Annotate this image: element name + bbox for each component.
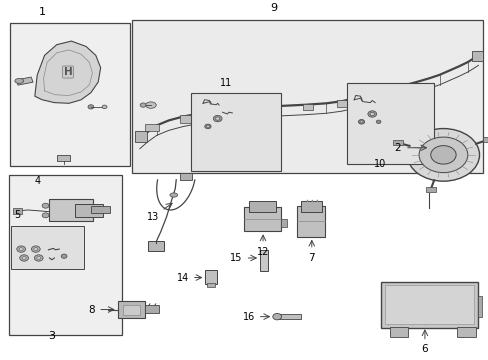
Ellipse shape	[375, 120, 380, 123]
Text: 15: 15	[230, 253, 242, 263]
Text: 12: 12	[256, 247, 269, 257]
Ellipse shape	[17, 246, 25, 252]
Bar	[425, 187, 435, 192]
Bar	[9, 175, 122, 335]
Text: 6: 6	[421, 345, 427, 354]
Ellipse shape	[34, 248, 38, 251]
Ellipse shape	[430, 146, 455, 164]
Ellipse shape	[19, 248, 23, 251]
Bar	[482, 138, 488, 142]
Ellipse shape	[140, 103, 146, 107]
Text: 16: 16	[242, 312, 254, 321]
Bar	[145, 305, 158, 313]
Bar	[277, 314, 300, 319]
Ellipse shape	[369, 112, 374, 116]
Bar	[471, 51, 482, 60]
Bar	[297, 206, 325, 237]
Ellipse shape	[213, 116, 222, 122]
Text: 8: 8	[88, 305, 95, 315]
Polygon shape	[35, 41, 101, 103]
Text: 2: 2	[394, 143, 400, 153]
Bar	[384, 285, 473, 324]
Bar	[180, 174, 192, 180]
Bar	[57, 154, 70, 161]
Bar	[281, 219, 286, 227]
Bar	[148, 241, 163, 251]
Ellipse shape	[367, 111, 376, 117]
Bar	[75, 203, 103, 217]
Ellipse shape	[88, 105, 94, 109]
Ellipse shape	[102, 105, 107, 109]
Bar	[122, 305, 140, 315]
Text: 10: 10	[373, 159, 386, 170]
Bar	[244, 207, 281, 231]
Text: 4: 4	[34, 176, 40, 186]
Bar	[190, 93, 281, 171]
Ellipse shape	[20, 255, 28, 261]
Bar	[135, 131, 147, 142]
Bar	[145, 123, 158, 131]
Ellipse shape	[358, 120, 364, 124]
Bar	[258, 106, 269, 113]
Bar	[301, 201, 321, 212]
Bar	[456, 327, 475, 337]
Bar	[260, 250, 267, 271]
Bar	[49, 199, 93, 221]
Bar	[380, 282, 477, 328]
Bar	[346, 83, 433, 165]
Bar	[477, 296, 482, 318]
Bar	[302, 104, 313, 110]
Ellipse shape	[407, 129, 479, 181]
Bar	[91, 206, 110, 213]
Bar	[207, 283, 215, 287]
Text: 3: 3	[48, 331, 55, 341]
Text: 11: 11	[220, 78, 232, 89]
Bar	[392, 140, 402, 145]
Bar	[214, 109, 226, 116]
Ellipse shape	[61, 254, 67, 258]
Ellipse shape	[169, 193, 177, 197]
Bar	[13, 208, 22, 214]
Bar	[118, 301, 145, 318]
Ellipse shape	[204, 124, 211, 129]
Text: 13: 13	[146, 212, 159, 222]
Ellipse shape	[22, 257, 26, 260]
Bar	[205, 270, 217, 284]
Ellipse shape	[34, 255, 43, 261]
Text: 14: 14	[176, 273, 188, 283]
Ellipse shape	[206, 125, 209, 127]
Bar	[16, 77, 33, 85]
Ellipse shape	[31, 246, 40, 252]
Ellipse shape	[359, 121, 362, 123]
Ellipse shape	[215, 117, 220, 120]
Bar	[366, 95, 375, 100]
Ellipse shape	[15, 78, 23, 84]
Ellipse shape	[145, 102, 156, 108]
Ellipse shape	[37, 257, 41, 260]
Ellipse shape	[42, 203, 49, 208]
Ellipse shape	[42, 213, 49, 218]
Bar	[11, 226, 83, 269]
Text: 1: 1	[39, 7, 45, 17]
Bar	[249, 201, 275, 212]
Bar	[389, 327, 407, 337]
Bar	[10, 23, 130, 166]
Text: 9: 9	[270, 3, 277, 13]
Text: 7: 7	[308, 253, 314, 263]
Ellipse shape	[272, 314, 281, 320]
Text: H: H	[63, 67, 72, 77]
Ellipse shape	[418, 137, 467, 173]
Bar	[180, 116, 192, 122]
Text: 5: 5	[14, 210, 20, 220]
Bar	[336, 100, 346, 107]
Bar	[132, 20, 483, 173]
